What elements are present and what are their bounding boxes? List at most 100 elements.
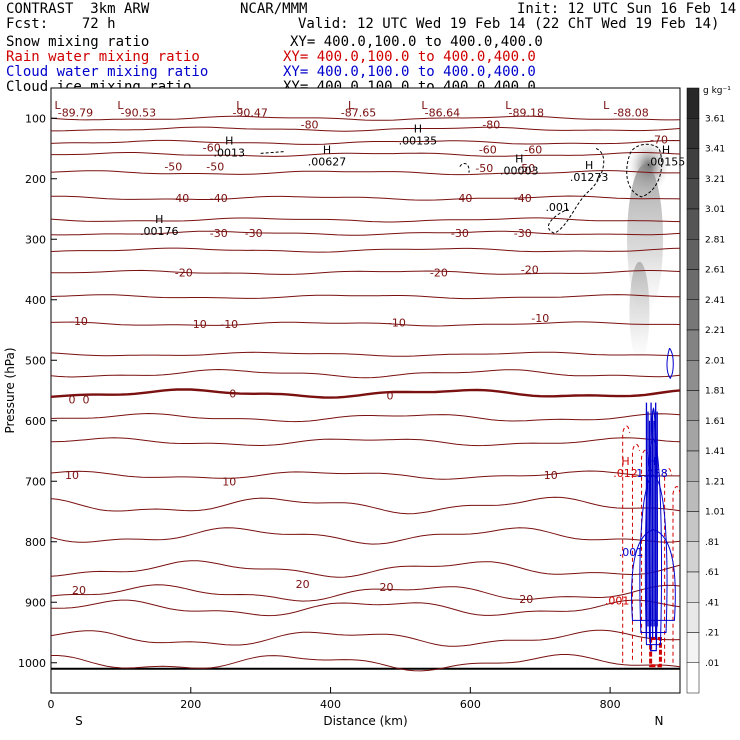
ice-value-label: .00176: [140, 225, 179, 238]
temperature-label: -40: [454, 192, 472, 205]
colorbar-label: .01: [705, 659, 719, 669]
ice-value-label: .00627: [308, 156, 347, 169]
temperature-label: 20: [72, 584, 86, 597]
y-axis-title: Pressure (hPa): [3, 347, 17, 433]
colorbar-swatch: [686, 541, 700, 573]
isotherm-line: [51, 247, 680, 253]
ice-value-label: .00135: [399, 134, 438, 147]
temperature-label: -40: [171, 192, 189, 205]
isotherm-line: [51, 217, 680, 223]
top-value-label: -88.08: [613, 106, 648, 119]
y-tick-label: 1000: [18, 657, 46, 670]
temperature-label: -10: [189, 318, 207, 331]
low-marker: L: [603, 99, 610, 112]
temperature-label: -70: [650, 133, 668, 146]
isotherm-line: [51, 368, 680, 379]
model-title: CONTRAST 3km ARW: [6, 1, 150, 17]
colorbar-label: 1.61: [705, 417, 725, 427]
ice-high-marker: H: [662, 144, 670, 157]
isotherm-line: [51, 230, 680, 236]
isotherm-line: [51, 584, 680, 602]
init-time: Init: 12 UTC Sun 16 Feb 14: [517, 1, 737, 17]
top-value-label: -87.65: [341, 106, 376, 119]
x-axis-title: Distance (km): [323, 714, 407, 728]
temperature-label: 0: [229, 388, 236, 401]
temperature-contours: [51, 115, 680, 672]
top-value-label: -90.47: [232, 106, 267, 119]
low-marker: L: [117, 99, 124, 112]
colorbar-label: 2.21: [705, 326, 725, 336]
y-tick-label: 100: [25, 112, 46, 125]
y-tick-label: 300: [25, 233, 46, 246]
rain-high-marker: H: [621, 455, 629, 468]
forecast-hour: Fcst: 72 h: [6, 16, 116, 32]
temperature-label: -80: [301, 118, 319, 131]
cloud-ice-contours: [260, 143, 663, 234]
ice-high-marker: H: [155, 213, 163, 226]
colorbar-label: 3.21: [705, 175, 725, 185]
temperature-label: -50: [475, 162, 493, 175]
freezing-level-isotherm: [51, 388, 680, 399]
temperature-label: -10: [531, 312, 549, 325]
x-tick-label: 800: [600, 698, 621, 711]
ice-contour: [626, 143, 663, 198]
rain-value-label: .001: [605, 594, 630, 607]
temperature-label: -80: [482, 118, 500, 131]
ice-high-marker: H: [225, 135, 233, 148]
colorbar-label: 1.21: [705, 477, 725, 487]
temperature-label: -20: [430, 267, 448, 280]
colorbar-label: 1.41: [705, 447, 725, 457]
top-value-label: -89.79: [58, 106, 93, 119]
temperature-label: 20: [379, 581, 393, 594]
isotherm-line: [51, 560, 680, 578]
ice-value-label: .01273: [570, 171, 609, 184]
temperature-label: -60: [524, 144, 542, 157]
snow-tail: [629, 261, 650, 362]
colorbar-label: 1.01: [705, 508, 725, 518]
temperature-label: -30: [245, 227, 263, 240]
temperature-label: -60: [203, 141, 221, 154]
temperature-label: -30: [210, 227, 228, 240]
colorbar-swatch: [686, 118, 700, 149]
y-tick-label: 600: [25, 415, 46, 428]
isotherm-line: [51, 126, 680, 132]
ice-high-marker: H: [515, 153, 523, 166]
isotherm-line: [51, 629, 680, 647]
contour-labels: L L L L L L L-89.79 -90.53 -90.47 -87.65 -86.64 -89…: [54, 99, 685, 607]
colorbar-swatch: [686, 632, 700, 663]
isotherm-line: [51, 351, 680, 357]
x-tick-label: 0: [48, 698, 55, 711]
temperature-label: 0: [68, 394, 75, 407]
temperature-label: 0: [386, 389, 393, 402]
x-tick-label: 200: [180, 698, 201, 711]
colorbar-label: .61: [705, 568, 719, 578]
ice-contour: [459, 163, 470, 173]
colorbar-unit: g kg⁻¹: [703, 86, 731, 96]
colorbar-label: 1.81: [705, 387, 725, 397]
colorbar-swatch: [686, 148, 700, 179]
isotherm-line: [51, 412, 680, 423]
temperature-label: 10: [222, 475, 236, 488]
ice-contour: [548, 148, 605, 234]
colorbar-swatch: [686, 269, 700, 300]
colorbar-swatch: [686, 329, 700, 361]
y-tick-label: 400: [25, 294, 46, 307]
temperature-label: 10: [544, 469, 558, 482]
colorbar-swatch: [686, 511, 700, 542]
low-marker: L: [236, 99, 243, 112]
y-tick-label: 800: [25, 536, 46, 549]
field-cloud-water-xy: XY= 400.0,100.0 to 400.0,400.0: [283, 64, 536, 80]
isotherm-line: [51, 321, 680, 327]
y-tick-label: 900: [25, 596, 46, 609]
cloud-water-contour: [631, 529, 676, 621]
isotherm-line: [51, 195, 680, 201]
temperature-label: -60: [479, 144, 497, 157]
isotherm-line: [51, 139, 680, 145]
cloud-water-contours: [631, 347, 676, 652]
colorbar-swatch: [686, 390, 700, 421]
colorbar-swatch: [686, 178, 700, 210]
temperature-label: -30: [451, 227, 469, 240]
ice-high-marker: H: [585, 159, 593, 172]
top-value-label: -90.53: [121, 106, 156, 119]
